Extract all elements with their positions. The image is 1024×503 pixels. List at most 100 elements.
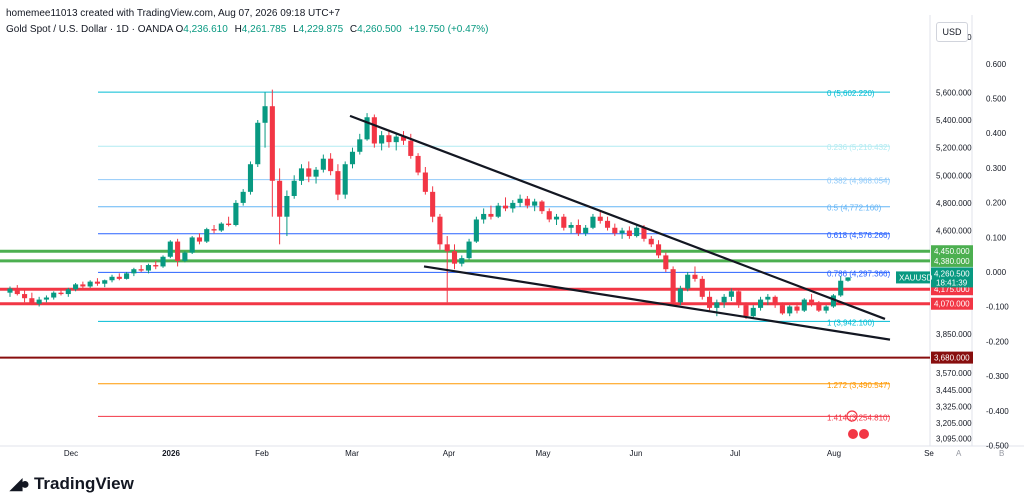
candle-body	[502, 205, 509, 209]
candle-body	[138, 269, 144, 271]
candle-body	[750, 307, 756, 317]
candle-body	[269, 106, 275, 181]
candle-body	[809, 299, 815, 303]
candle-body	[189, 237, 195, 253]
candle-body	[575, 224, 581, 234]
candle-body	[58, 292, 64, 295]
candle-body	[758, 299, 764, 308]
candle-body	[211, 229, 217, 231]
candle-body	[459, 258, 465, 264]
candle-body	[153, 265, 159, 267]
currency-button[interactable]: USD	[936, 22, 968, 42]
price-axis-tick: 3,205.000	[936, 419, 972, 428]
candle-body	[298, 168, 305, 181]
candle-body	[838, 280, 844, 296]
secondary-axis-tick: -0.500	[986, 441, 1009, 450]
fib-level-label: 0.382 (4,968.054)	[827, 177, 890, 186]
candle-body	[488, 213, 494, 217]
fib-level-label: 1.272 (3,490.547)	[827, 381, 890, 390]
candle-body	[196, 237, 203, 242]
candle-body	[619, 230, 625, 234]
candle-body	[175, 241, 181, 261]
trendline	[349, 114, 886, 320]
secondary-axis-tick: 0.400	[986, 129, 1007, 138]
candle-body	[430, 191, 436, 217]
candle-body	[109, 276, 115, 281]
candle-body	[612, 227, 618, 234]
level-price-label: 4,175.000	[934, 285, 970, 294]
candle-body	[320, 158, 326, 170]
tradingview-brand[interactable]: ◢● TradingView	[10, 474, 134, 494]
candle-body	[532, 201, 538, 206]
candle-body	[240, 191, 246, 203]
axis-scale-button[interactable]: B	[999, 449, 1004, 458]
candle-body	[546, 211, 552, 220]
level-price-tag	[931, 254, 973, 267]
fib-level-label: 0.618 (4,576.266)	[827, 231, 890, 240]
candle-body	[830, 295, 836, 307]
time-axis-tick: Feb	[255, 449, 269, 458]
candle-body	[590, 216, 596, 228]
candle-body	[233, 202, 239, 225]
price-axis-tick: 5,000.000	[936, 171, 972, 180]
candle-body	[349, 151, 356, 165]
candle-body	[102, 280, 108, 284]
candle-body	[670, 269, 676, 303]
high-value: 4,261.785	[241, 24, 287, 35]
secondary-axis-tick: 0.100	[986, 233, 1007, 242]
level-price-label: 4,380.000	[934, 257, 970, 266]
candle-body	[87, 281, 93, 287]
candle-body	[568, 224, 574, 228]
time-axis-tick: Dec	[64, 449, 78, 458]
candle-body	[204, 229, 210, 242]
price-axis-tick: 5,200.000	[936, 144, 972, 153]
candle-body	[539, 201, 545, 212]
candle-body	[787, 306, 793, 314]
axis-scale-button[interactable]: A	[956, 449, 962, 458]
candle-body	[765, 296, 771, 300]
candle-body	[685, 274, 691, 289]
secondary-axis-tick: -0.100	[986, 303, 1009, 312]
candle-body	[357, 139, 363, 152]
secondary-axis-tick: 0.600	[986, 60, 1007, 69]
candle-body	[466, 241, 472, 259]
level-price-tag	[931, 245, 973, 258]
candle-body	[262, 106, 268, 123]
secondary-axis-tick: -0.200	[986, 337, 1009, 346]
candle-body	[801, 299, 807, 311]
close-label: C	[349, 24, 358, 35]
candle-body	[80, 284, 86, 287]
candle-body	[379, 135, 385, 144]
secondary-axis-tick: 0.300	[986, 164, 1007, 173]
low-label: L	[293, 24, 299, 35]
candle-body	[510, 202, 516, 209]
candle-body	[772, 296, 778, 306]
fib-level-label: 1.414 (3,254.810)	[827, 413, 890, 422]
candle-body	[553, 216, 560, 220]
candle-body	[641, 227, 647, 239]
candle-body	[721, 296, 727, 303]
low-value: 4,229.875	[298, 24, 344, 35]
candle-body	[342, 164, 348, 195]
fib-level-label: 0.236 (5,210.432)	[827, 143, 890, 152]
level-price-label: 3,680.000	[934, 354, 970, 363]
candle-body	[451, 251, 458, 264]
candle-body	[561, 216, 567, 228]
time-axis-tick: Jun	[630, 449, 643, 458]
brand-name: TradingView	[33, 474, 134, 493]
price-axis-tick: 4,800.000	[936, 199, 972, 208]
price-axis-tick: 3,325.000	[936, 403, 972, 412]
candle-body	[495, 205, 501, 217]
price-axis-tick: 3,850.000	[936, 330, 972, 339]
symbol-title: Gold Spot / U.S. Dollar · 1D · OANDA	[6, 24, 173, 35]
candle-body	[597, 216, 603, 221]
candle-body	[604, 220, 611, 228]
time-axis-tick: Se	[924, 449, 934, 458]
candle-body	[131, 269, 137, 274]
last-price-value: 4,260.500	[934, 269, 970, 278]
candle-body	[182, 252, 188, 261]
secondary-axis-tick: 0.200	[986, 199, 1007, 208]
candle-body	[845, 277, 851, 281]
last-price-tag	[931, 267, 973, 288]
